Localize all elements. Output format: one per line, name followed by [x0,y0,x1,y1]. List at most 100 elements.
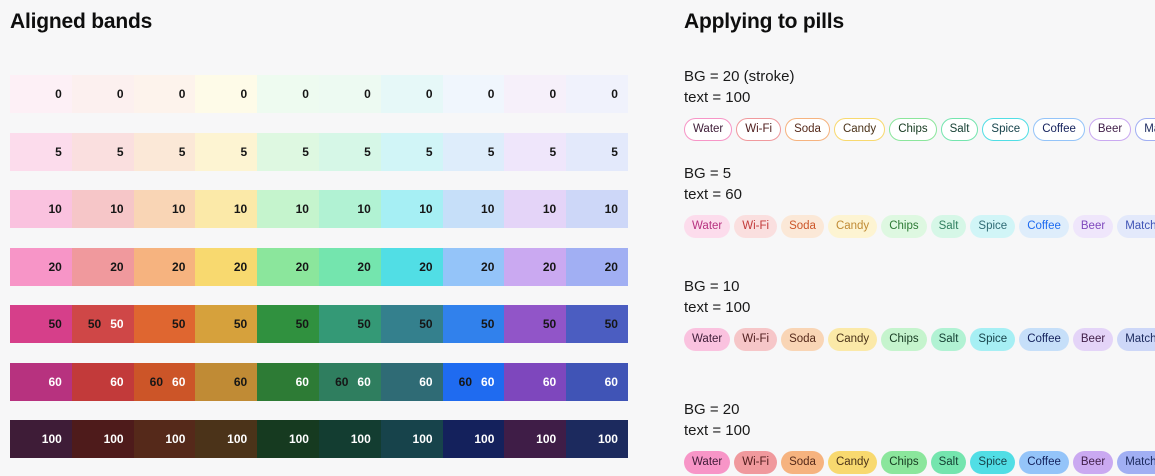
band-cell-yellow-20: 20 [195,247,258,286]
pill-spice[interactable]: Spice [982,118,1030,141]
pill-chips[interactable]: Chips [881,215,927,238]
pill-group-text-label: text = 100 [684,422,751,439]
band-cell-blue-100: 100 [442,420,505,458]
pill-water[interactable]: Water [684,451,731,474]
bands-grid: 0 0 0 0 0 0 0 0 0 0 5 5 5 5 5 5 5 5 5 5 10 10 10 10 10 10 10 10 10 10… [10,75,628,458]
band-value-label-dark: 5 [364,144,371,159]
pill-water[interactable]: Water [684,328,731,351]
band-value-label-dark: 20 [172,259,186,274]
pill-soda[interactable]: Soda [781,451,824,474]
band-cell-green-0: 0 [257,75,319,113]
pill-candy[interactable]: Candy [827,328,878,351]
band-value-label-dark: 10 [419,202,433,216]
band-row-50: 50 50 50 50 50 50 50 50 50 50 50 [10,305,628,343]
pill-soda[interactable]: Soda [781,215,824,238]
pill-group-bg-label: BG = 20 [684,401,740,418]
pill-water[interactable]: Water [684,215,731,238]
band-cell-rose-10: 10 [71,190,134,228]
band-value-label-dark: 50 [481,317,495,331]
pill-coffee[interactable]: Coffee [1019,451,1069,474]
band-cell-cyan-10: 10 [380,190,443,228]
pill-candy[interactable]: Candy [827,215,878,238]
pill-beer[interactable]: Beer [1072,215,1114,238]
band-row-60: 60 60 60 60 60 60 60 60 60 60 60 60 60 [10,362,628,401]
band-cell-rose-50: 50 50 [71,305,134,343]
band-cell-indigo-5: 5 [566,132,628,171]
pill-matcha[interactable]: Matcha [1117,328,1155,351]
band-cell-blue-20: 20 [442,247,505,286]
band-cell-emerald-0: 0 [318,75,381,113]
pill-matcha[interactable]: Matcha [1117,451,1155,474]
band-cell-purple-10: 10 [504,190,567,228]
pill-chips[interactable]: Chips [881,328,927,351]
pill-coffee[interactable]: Coffee [1019,328,1069,351]
band-value-label-dark: 20 [357,259,371,274]
band-cell-emerald-5: 5 [318,132,381,171]
band-cell-cyan-50: 50 [380,305,443,343]
pill-chips[interactable]: Chips [889,118,937,141]
band-cell-blue-10: 10 [442,190,505,228]
pill-soda[interactable]: Soda [781,328,824,351]
band-value-label-dark: 0 [549,87,557,101]
pill-candy[interactable]: Candy [833,118,886,141]
pill-water[interactable]: Water [684,118,733,141]
pill-salt[interactable]: Salt [930,328,967,351]
band-cell-cyan-60: 60 [380,362,443,401]
band-value-label-dark: 0 [302,87,309,101]
band-cell-indigo-60: 60 [566,362,628,401]
band-cell-yellow-5: 5 [195,132,258,171]
pill-beer[interactable]: Beer [1072,451,1114,474]
band-value-label-light: 60 [295,374,309,389]
band-cell-pink-60: 60 [10,362,72,401]
band-value-label-dark: 0 [487,87,495,101]
pill-chips[interactable]: Chips [881,451,927,474]
band-value-label-dark: 5 [611,144,618,159]
band-cell-rose-100: 100 [71,420,134,458]
pill-spice[interactable]: Spice [970,215,1016,238]
band-value-label-light: 60 [419,374,433,389]
band-cell-indigo-10: 10 [566,190,628,228]
band-value-label-light: 60 [357,374,371,389]
pill-spice[interactable]: Spice [970,328,1016,351]
pill-wi-fi[interactable]: Wi-Fi [734,215,778,238]
pill-candy[interactable]: Candy [827,451,878,474]
band-value-label-dark: 10 [357,202,371,216]
band-cell-orange-20: 20 [133,247,196,286]
pill-spice[interactable]: Spice [970,451,1016,474]
pill-group-text-label: text = 100 [684,299,751,316]
pill-group-bg-label: BG = 5 [684,165,732,182]
band-cell-indigo-100: 100 [566,420,628,458]
band-cell-blue-60: 60 60 [442,362,505,401]
band-cell-orange-50: 50 [133,305,196,343]
pill-wi-fi[interactable]: Wi-Fi [736,118,782,141]
band-cell-purple-50: 50 [504,305,567,343]
pill-matcha[interactable]: Matcha [1117,215,1155,238]
pills-section: Applying to pills BG = 20 (stroke) text =… [684,8,1155,474]
band-value-label-light: 50 [110,317,124,331]
band-value-label-dark: 60 [458,374,473,389]
pill-wi-fi[interactable]: Wi-Fi [734,451,778,474]
pill-beer[interactable]: Beer [1072,328,1114,351]
band-value-label-light: 100 [41,432,62,446]
pill-salt[interactable]: Salt [930,215,967,238]
band-value-label-dark: 50 [233,317,248,331]
band-cell-rose-60: 60 [71,362,134,401]
pill-salt[interactable]: Salt [940,118,979,141]
pill-matcha[interactable]: Matcha [1135,118,1155,141]
band-value-label-dark: 5 [116,144,124,159]
pill-beer[interactable]: Beer [1088,118,1132,141]
band-cell-orange-60: 60 60 [133,362,196,401]
band-value-label-light: 100 [350,432,371,446]
band-cell-yellow-100: 100 [195,420,258,458]
band-value-label-dark: 20 [481,259,495,274]
band-value-label-dark: 10 [110,202,124,216]
band-value-label-dark: 5 [178,144,186,159]
pill-coffee[interactable]: Coffee [1033,118,1085,141]
pill-wi-fi[interactable]: Wi-Fi [734,328,778,351]
pill-soda[interactable]: Soda [785,118,830,141]
pill-group-1: BG = 5 text = 60 Water Wi-Fi Soda Candy Chips S… [684,163,1155,238]
pill-coffee[interactable]: Coffee [1019,215,1069,238]
band-cell-green-100: 100 [257,420,319,458]
band-cell-emerald-20: 20 [318,247,381,286]
pill-salt[interactable]: Salt [930,451,967,474]
